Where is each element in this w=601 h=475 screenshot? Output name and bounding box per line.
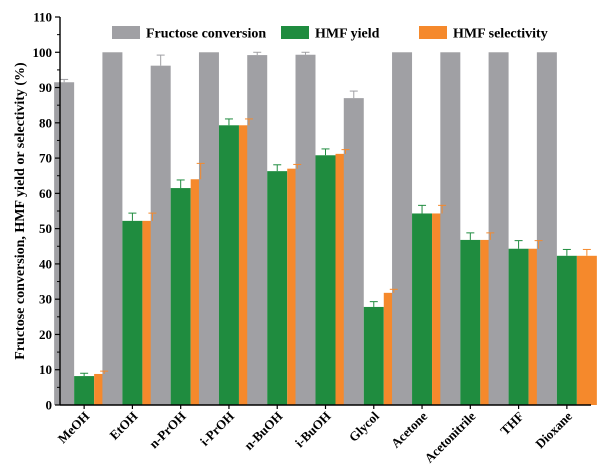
bar-fructose-conversion-n-proh (150, 65, 171, 405)
bar-hmf-yield-acetone (412, 213, 433, 405)
x-tick-label: Acetonitrile (421, 408, 478, 465)
bar-hmf-yield-i-buoh (315, 155, 336, 405)
y-tick-label: 90 (39, 80, 52, 95)
bar-hmf-yield-meoh (74, 376, 95, 405)
bar-fructose-conversion-n-buoh (247, 55, 268, 406)
x-tick-label: MeOH (55, 409, 93, 447)
y-tick-label: 50 (39, 221, 52, 236)
y-tick-label: 10 (39, 362, 52, 377)
bar-hmf-yield-etoh (122, 220, 143, 405)
y-tick-label: 30 (39, 292, 52, 307)
x-tick-label: i-BuOH (292, 409, 334, 451)
x-tick-label: EtOH (106, 409, 140, 443)
errorbars-layer (60, 51, 591, 377)
bar-hmf-yield-n-proh (170, 188, 191, 405)
y-tick-label: 110 (33, 10, 52, 25)
legend-swatch (281, 26, 309, 39)
bar-fructose-conversion-acetone (392, 52, 413, 405)
legend-label: Fructose conversion (146, 27, 266, 42)
bar-fructose-conversion-thf (488, 52, 509, 405)
bar-fructose-conversion-meoh (54, 82, 75, 405)
y-tick-label: 0 (46, 398, 53, 413)
y-tick-label: 40 (39, 256, 52, 271)
legend-label: HMF yield (315, 27, 380, 42)
legend-label: HMF selectivity (453, 27, 548, 42)
bar-fructose-conversion-acetonitrile (440, 52, 461, 405)
y-axis-title: Fructose conversion, HMF yield or select… (13, 62, 28, 360)
bar-hmf-yield-thf (508, 248, 529, 405)
legend-swatch (419, 26, 447, 39)
legend: Fructose conversion HMF yield HMF selectiv… (112, 26, 548, 42)
bar-hmf-selectivity-dioxane (576, 255, 597, 405)
y-tick-label: 20 (39, 327, 52, 342)
bar-fructose-conversion-dioxane (536, 52, 557, 405)
x-tick-label: n-BuOH (241, 409, 285, 453)
y-tick-label: 100 (33, 45, 53, 60)
bars-layer (54, 52, 597, 406)
bar-fructose-conversion-i-proh (198, 52, 219, 405)
y-tick-label: 60 (39, 186, 52, 201)
x-tick-label: Dioxane (532, 408, 575, 451)
bar-hmf-yield-acetonitrile (460, 239, 481, 405)
x-tick-label: Acetone (388, 408, 430, 450)
bar-hmf-yield-i-proh (218, 125, 239, 406)
bar-fructose-conversion-i-buoh (295, 54, 316, 405)
x-tick-label: n-PrOH (146, 409, 189, 452)
bar-fructose-conversion-glycol (343, 98, 364, 406)
bar-hmf-yield-n-buoh (267, 171, 288, 405)
bar-fructose-conversion-etoh (102, 52, 123, 405)
bar-hmf-yield-dioxane (556, 255, 577, 405)
x-tick-label: THF (497, 408, 527, 438)
bar-hmf-yield-glycol (363, 306, 384, 405)
legend-swatch (112, 26, 140, 39)
y-tick-label: 80 (39, 115, 52, 130)
x-tick-label: Glycol (346, 408, 382, 444)
y-tick-label: 70 (39, 151, 52, 166)
x-tick-label: i-PrOH (197, 409, 237, 449)
